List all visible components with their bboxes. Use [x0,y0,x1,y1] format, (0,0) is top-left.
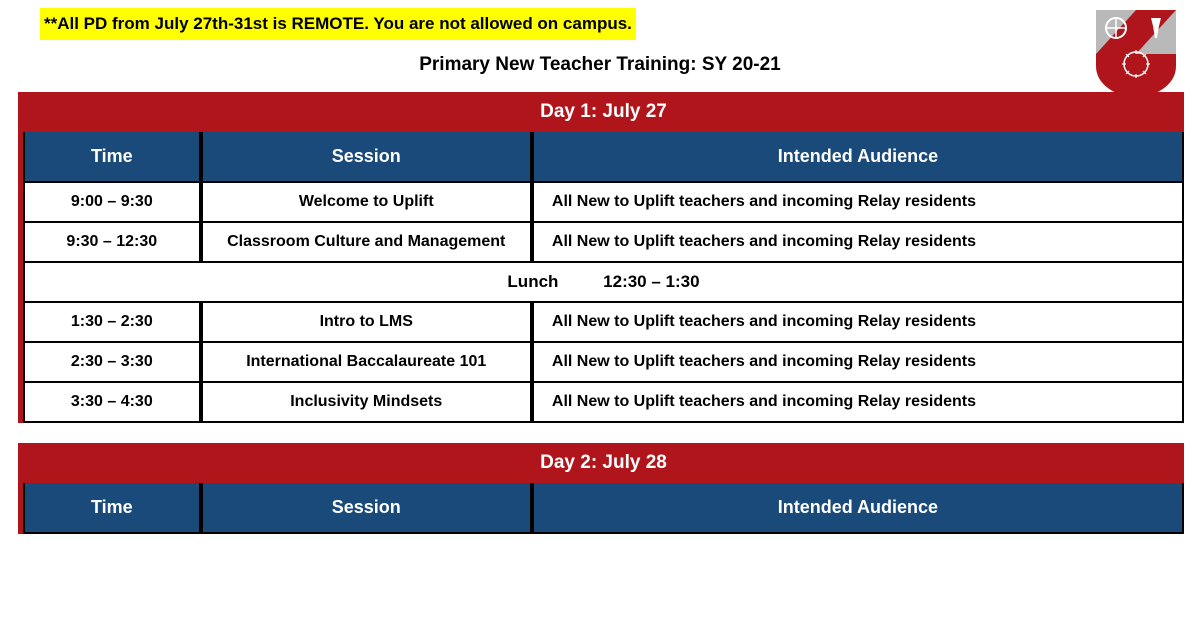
lunch-row: Lunch 12:30 – 1:30 [23,263,1184,303]
cell-time: 1:30 – 2:30 [23,303,201,343]
cell-time: 9:30 – 12:30 [23,223,201,263]
remote-notice: **All PD from July 27th-31st is REMOTE. … [40,8,636,40]
cell-time: 9:00 – 9:30 [23,183,201,223]
table-row: 3:30 – 4:30 Inclusivity Mindsets All New… [23,383,1184,423]
cell-audience: All New to Uplift teachers and incoming … [532,383,1184,423]
col-header-time: Time [23,483,201,534]
col-header-session: Session [201,132,532,183]
cell-session: Welcome to Uplift [201,183,532,223]
lunch-time: 12:30 – 1:30 [603,272,699,291]
schedule-table-day1: Day 1: July 27 Time Session Intended Aud… [18,92,1184,423]
cell-audience: All New to Uplift teachers and incoming … [532,223,1184,263]
cell-session: Classroom Culture and Management [201,223,532,263]
col-header-audience: Intended Audience [532,132,1184,183]
day-header: Day 2: July 28 [23,443,1184,483]
cell-session: International Baccalaureate 101 [201,343,532,383]
school-logo [1094,8,1178,102]
cell-audience: All New to Uplift teachers and incoming … [532,343,1184,383]
schedule-table-day2: Day 2: July 28 Time Session Intended Aud… [18,443,1184,534]
cell-session: Intro to LMS [201,303,532,343]
table-row: 9:30 – 12:30 Classroom Culture and Manag… [23,223,1184,263]
lunch-label: Lunch [507,272,558,292]
cell-time: 2:30 – 3:30 [23,343,201,383]
cell-time: 3:30 – 4:30 [23,383,201,423]
cell-audience: All New to Uplift teachers and incoming … [532,183,1184,223]
page-title: Primary New Teacher Training: SY 20-21 [0,54,1200,76]
table-row: 2:30 – 3:30 International Baccalaureate … [23,343,1184,383]
table-row: 1:30 – 2:30 Intro to LMS All New to Upli… [23,303,1184,343]
day-header: Day 1: July 27 [23,92,1184,132]
cell-audience: All New to Uplift teachers and incoming … [532,303,1184,343]
cell-session: Inclusivity Mindsets [201,383,532,423]
col-header-audience: Intended Audience [532,483,1184,534]
col-header-session: Session [201,483,532,534]
table-row: 9:00 – 9:30 Welcome to Uplift All New to… [23,183,1184,223]
col-header-time: Time [23,132,201,183]
